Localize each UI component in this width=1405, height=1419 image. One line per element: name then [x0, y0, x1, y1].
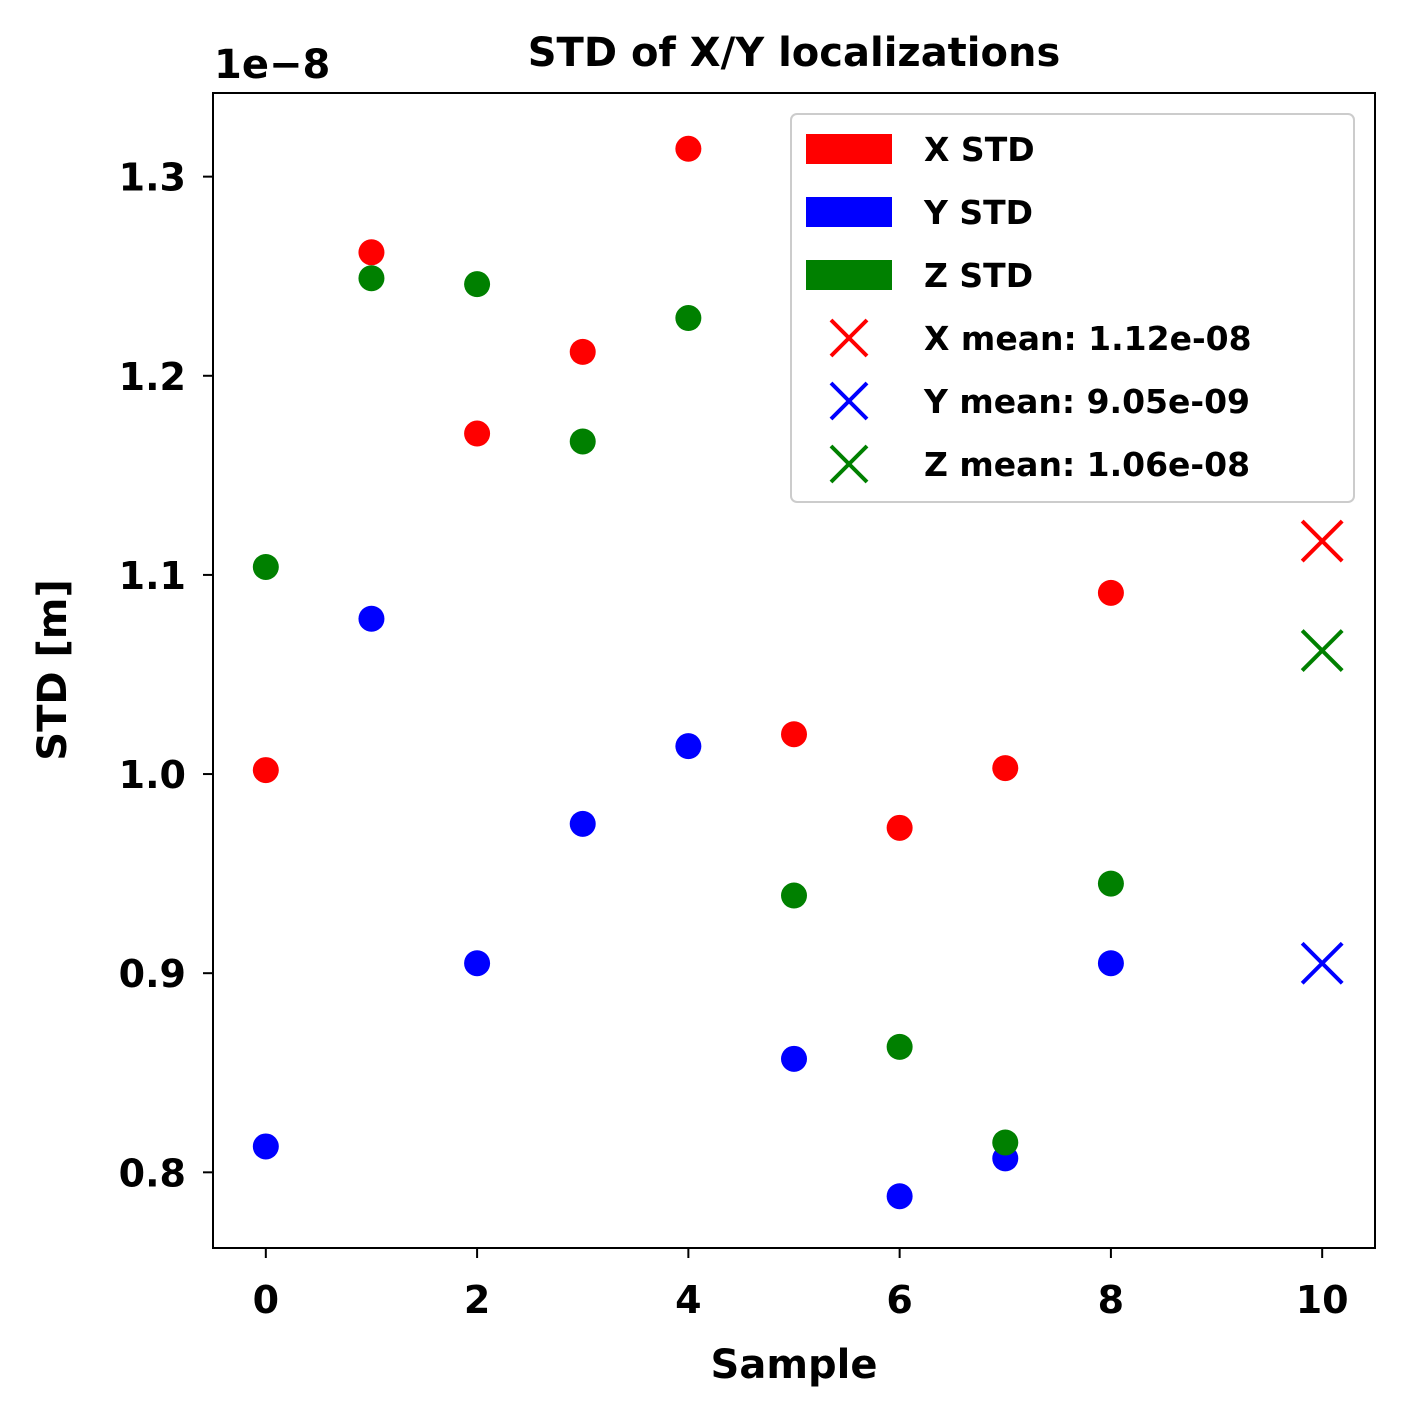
legend-swatch	[806, 134, 892, 164]
y-std-point	[358, 605, 385, 632]
x-std-point	[358, 239, 385, 266]
y-std-point	[1097, 950, 1124, 977]
x-std-point	[252, 757, 279, 784]
x-std-point	[992, 755, 1019, 782]
x-tick-label: 6	[886, 1278, 912, 1322]
z-std-point	[252, 553, 279, 580]
z-std-point	[358, 265, 385, 292]
plot-frame	[212, 92, 1376, 1249]
y-offset-label: 1e−8	[214, 42, 330, 88]
y-mean-marker	[1300, 941, 1344, 985]
legend-entry-label: X mean: 1.12e-08	[924, 319, 1252, 358]
x-axis-label: Sample	[711, 1342, 878, 1388]
y-tick-label: 1.2	[119, 355, 186, 399]
legend-entry-label: Z STD	[924, 256, 1033, 295]
y-tick-label: 1.1	[119, 554, 186, 598]
y-axis-label: STD [m]	[30, 579, 76, 760]
z-std-point	[1097, 870, 1124, 897]
x-tick-label: 2	[464, 1278, 490, 1322]
y-std-point	[781, 1045, 807, 1072]
x-std-point	[675, 135, 702, 162]
y-std-point	[464, 950, 491, 977]
legend-entry-label: Z mean: 1.06e-08	[924, 445, 1250, 484]
z-std-point	[569, 428, 596, 455]
y-std-point	[675, 733, 702, 760]
x-std-point	[781, 721, 807, 748]
z-std-point	[675, 305, 702, 332]
x-std-point	[886, 814, 913, 841]
z-std-point	[992, 1129, 1019, 1156]
x-axis: 0 2 4 6 8 10	[253, 1248, 1349, 1322]
legend-entry-label: Y STD	[923, 193, 1033, 232]
legend-swatch	[806, 260, 892, 290]
legend: X STD Y STD Z STD X mean: 1.12e-08 Y mean: 9…	[790, 113, 1355, 503]
y-std-point	[252, 1133, 279, 1160]
z-std-point	[464, 271, 491, 298]
legend-entry-label: Y mean: 9.05e-09	[923, 382, 1250, 421]
y-std-point	[886, 1183, 913, 1210]
legend-swatch	[806, 197, 892, 227]
y-tick-label: 1.0	[119, 753, 186, 797]
x-mean-marker	[1300, 519, 1344, 563]
legend-entry-label: X STD	[924, 130, 1035, 169]
z-mean-marker	[1300, 629, 1344, 673]
z-std-point	[886, 1033, 913, 1060]
y-std-point	[569, 810, 596, 837]
x-std-point	[464, 420, 491, 447]
x-std-point	[569, 338, 596, 365]
y-axis: 0.8 0.9 1.0 1.1 1.2 1.3	[119, 156, 213, 1195]
legend-frame	[790, 113, 1355, 503]
x-tick-label: 10	[1296, 1278, 1349, 1322]
y-tick-label: 0.8	[119, 1151, 186, 1195]
chart-title: STD of X/Y localizations	[528, 30, 1061, 76]
y-tick-label: 0.9	[119, 952, 186, 996]
x-tick-label: 8	[1098, 1278, 1124, 1322]
x-std-point	[1097, 579, 1124, 606]
legend-marker	[829, 381, 869, 421]
x-tick-label: 4	[675, 1278, 701, 1322]
legend-marker	[829, 318, 869, 358]
y-tick-label: 1.3	[119, 156, 186, 200]
z-std-point	[781, 882, 807, 909]
legend-marker	[829, 444, 869, 484]
data-marks	[252, 135, 1344, 1210]
x-tick-label: 0	[253, 1278, 279, 1322]
